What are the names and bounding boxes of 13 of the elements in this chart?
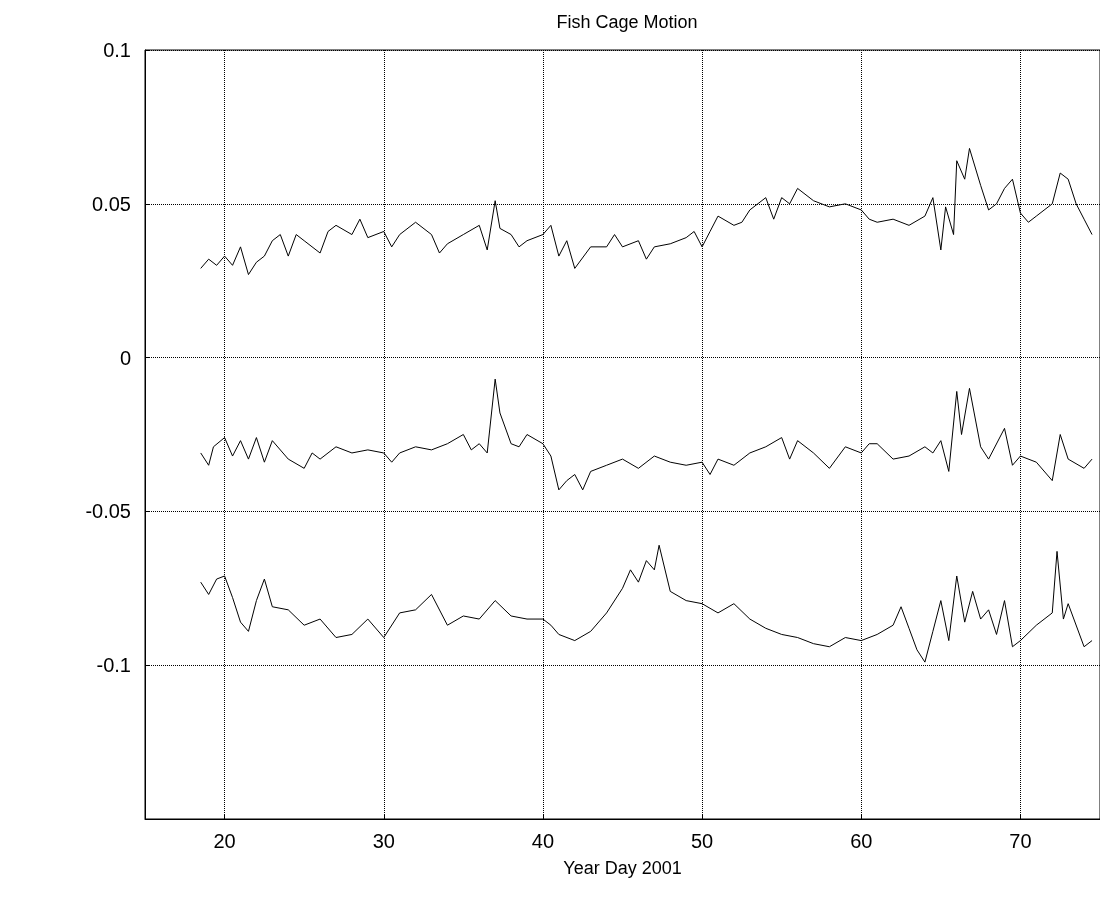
x-axis-title: Year Day 2001: [563, 858, 682, 878]
y-tick-label: -0.1: [96, 654, 131, 677]
y-tick-label: -0.05: [85, 500, 131, 523]
y-tick-label: 0.05: [92, 192, 131, 215]
y-tick-label: 0.1: [103, 39, 131, 61]
x-tick-label: 30: [372, 830, 395, 852]
chart-title: Fish Cage Motion: [556, 12, 698, 32]
y-tick-label: 0: [119, 346, 131, 369]
x-tick-label: 50: [690, 830, 714, 852]
x-tick-label: 60: [850, 830, 873, 852]
x-tick-label: 40: [531, 830, 555, 852]
x-tick-label: 20: [213, 830, 236, 852]
x-tick-label: 70: [1009, 830, 1032, 852]
